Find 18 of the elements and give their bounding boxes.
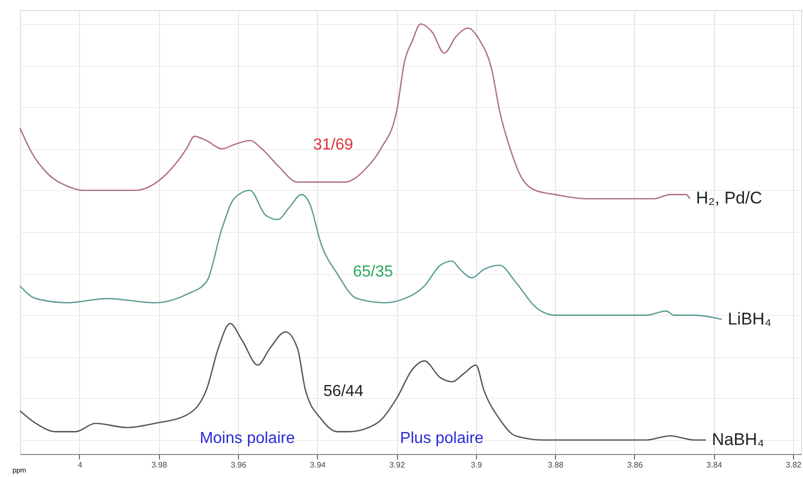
x-tick-label: 3.96 bbox=[230, 460, 247, 470]
series-label: NaBH₄ bbox=[712, 430, 764, 449]
x-tick-label: 3.9 bbox=[470, 460, 483, 470]
annotation: 31/69 bbox=[313, 136, 354, 154]
x-tick-label: 3.84 bbox=[706, 460, 723, 470]
x-tick-label: 3.94 bbox=[310, 460, 326, 470]
x-tick-label: 3.86 bbox=[627, 460, 644, 470]
annotation: Moins polaire bbox=[200, 430, 295, 447]
annotation: 65/35 bbox=[352, 264, 394, 281]
x-tick-label: 4 bbox=[78, 460, 83, 470]
annotation: 56/44 bbox=[323, 382, 364, 400]
series-label: H₂, Pd/C bbox=[696, 188, 762, 208]
series-label: LiBH₄ bbox=[728, 309, 772, 328]
x-tick-label: 3.88 bbox=[548, 460, 564, 470]
x-tick-label: 3.98 bbox=[151, 460, 168, 470]
x-tick-label: 3.82 bbox=[786, 460, 802, 470]
annotation: Plus polaire bbox=[400, 430, 484, 447]
x-tick-label: 3.92 bbox=[389, 460, 406, 470]
